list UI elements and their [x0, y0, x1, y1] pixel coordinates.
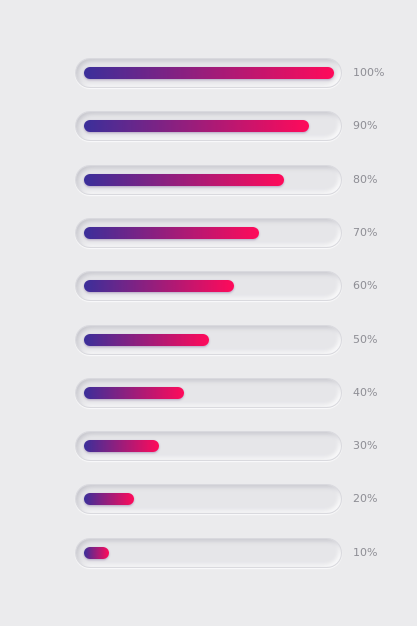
progress-label: 50% — [353, 333, 378, 346]
progress-row: 40% — [75, 378, 395, 408]
progress-fill — [84, 120, 309, 132]
progress-label: 100% — [353, 66, 385, 79]
progress-fill — [84, 67, 334, 79]
progress-label: 70% — [353, 226, 378, 239]
progress-fill — [84, 280, 234, 292]
progress-fill — [84, 387, 184, 399]
progress-label: 40% — [353, 386, 378, 399]
progress-fill — [84, 547, 109, 559]
progress-fill — [84, 440, 159, 452]
progress-row: 20% — [75, 484, 395, 514]
progress-track — [75, 538, 342, 568]
progress-row: 80% — [75, 165, 395, 195]
progress-label: 30% — [353, 439, 378, 452]
progress-label: 90% — [353, 119, 378, 132]
progress-track — [75, 378, 342, 408]
progress-track — [75, 111, 342, 141]
progress-track — [75, 165, 342, 195]
progress-fill — [84, 334, 209, 346]
progress-track — [75, 58, 342, 88]
progress-row: 50% — [75, 325, 395, 355]
progress-track — [75, 271, 342, 301]
progress-label: 20% — [353, 492, 378, 505]
progress-row: 100% — [75, 58, 395, 88]
progress-track — [75, 325, 342, 355]
progress-track — [75, 218, 342, 248]
progress-fill — [84, 493, 134, 505]
progress-row: 90% — [75, 111, 395, 141]
progress-fill — [84, 227, 259, 239]
progress-row: 70% — [75, 218, 395, 248]
progress-track — [75, 484, 342, 514]
progress-fill — [84, 174, 284, 186]
progress-row: 10% — [75, 538, 395, 568]
progress-label: 80% — [353, 173, 378, 186]
progress-row: 60% — [75, 271, 395, 301]
progress-track — [75, 431, 342, 461]
progress-row: 30% — [75, 431, 395, 461]
progress-label: 60% — [353, 279, 378, 292]
progress-label: 10% — [353, 546, 378, 559]
